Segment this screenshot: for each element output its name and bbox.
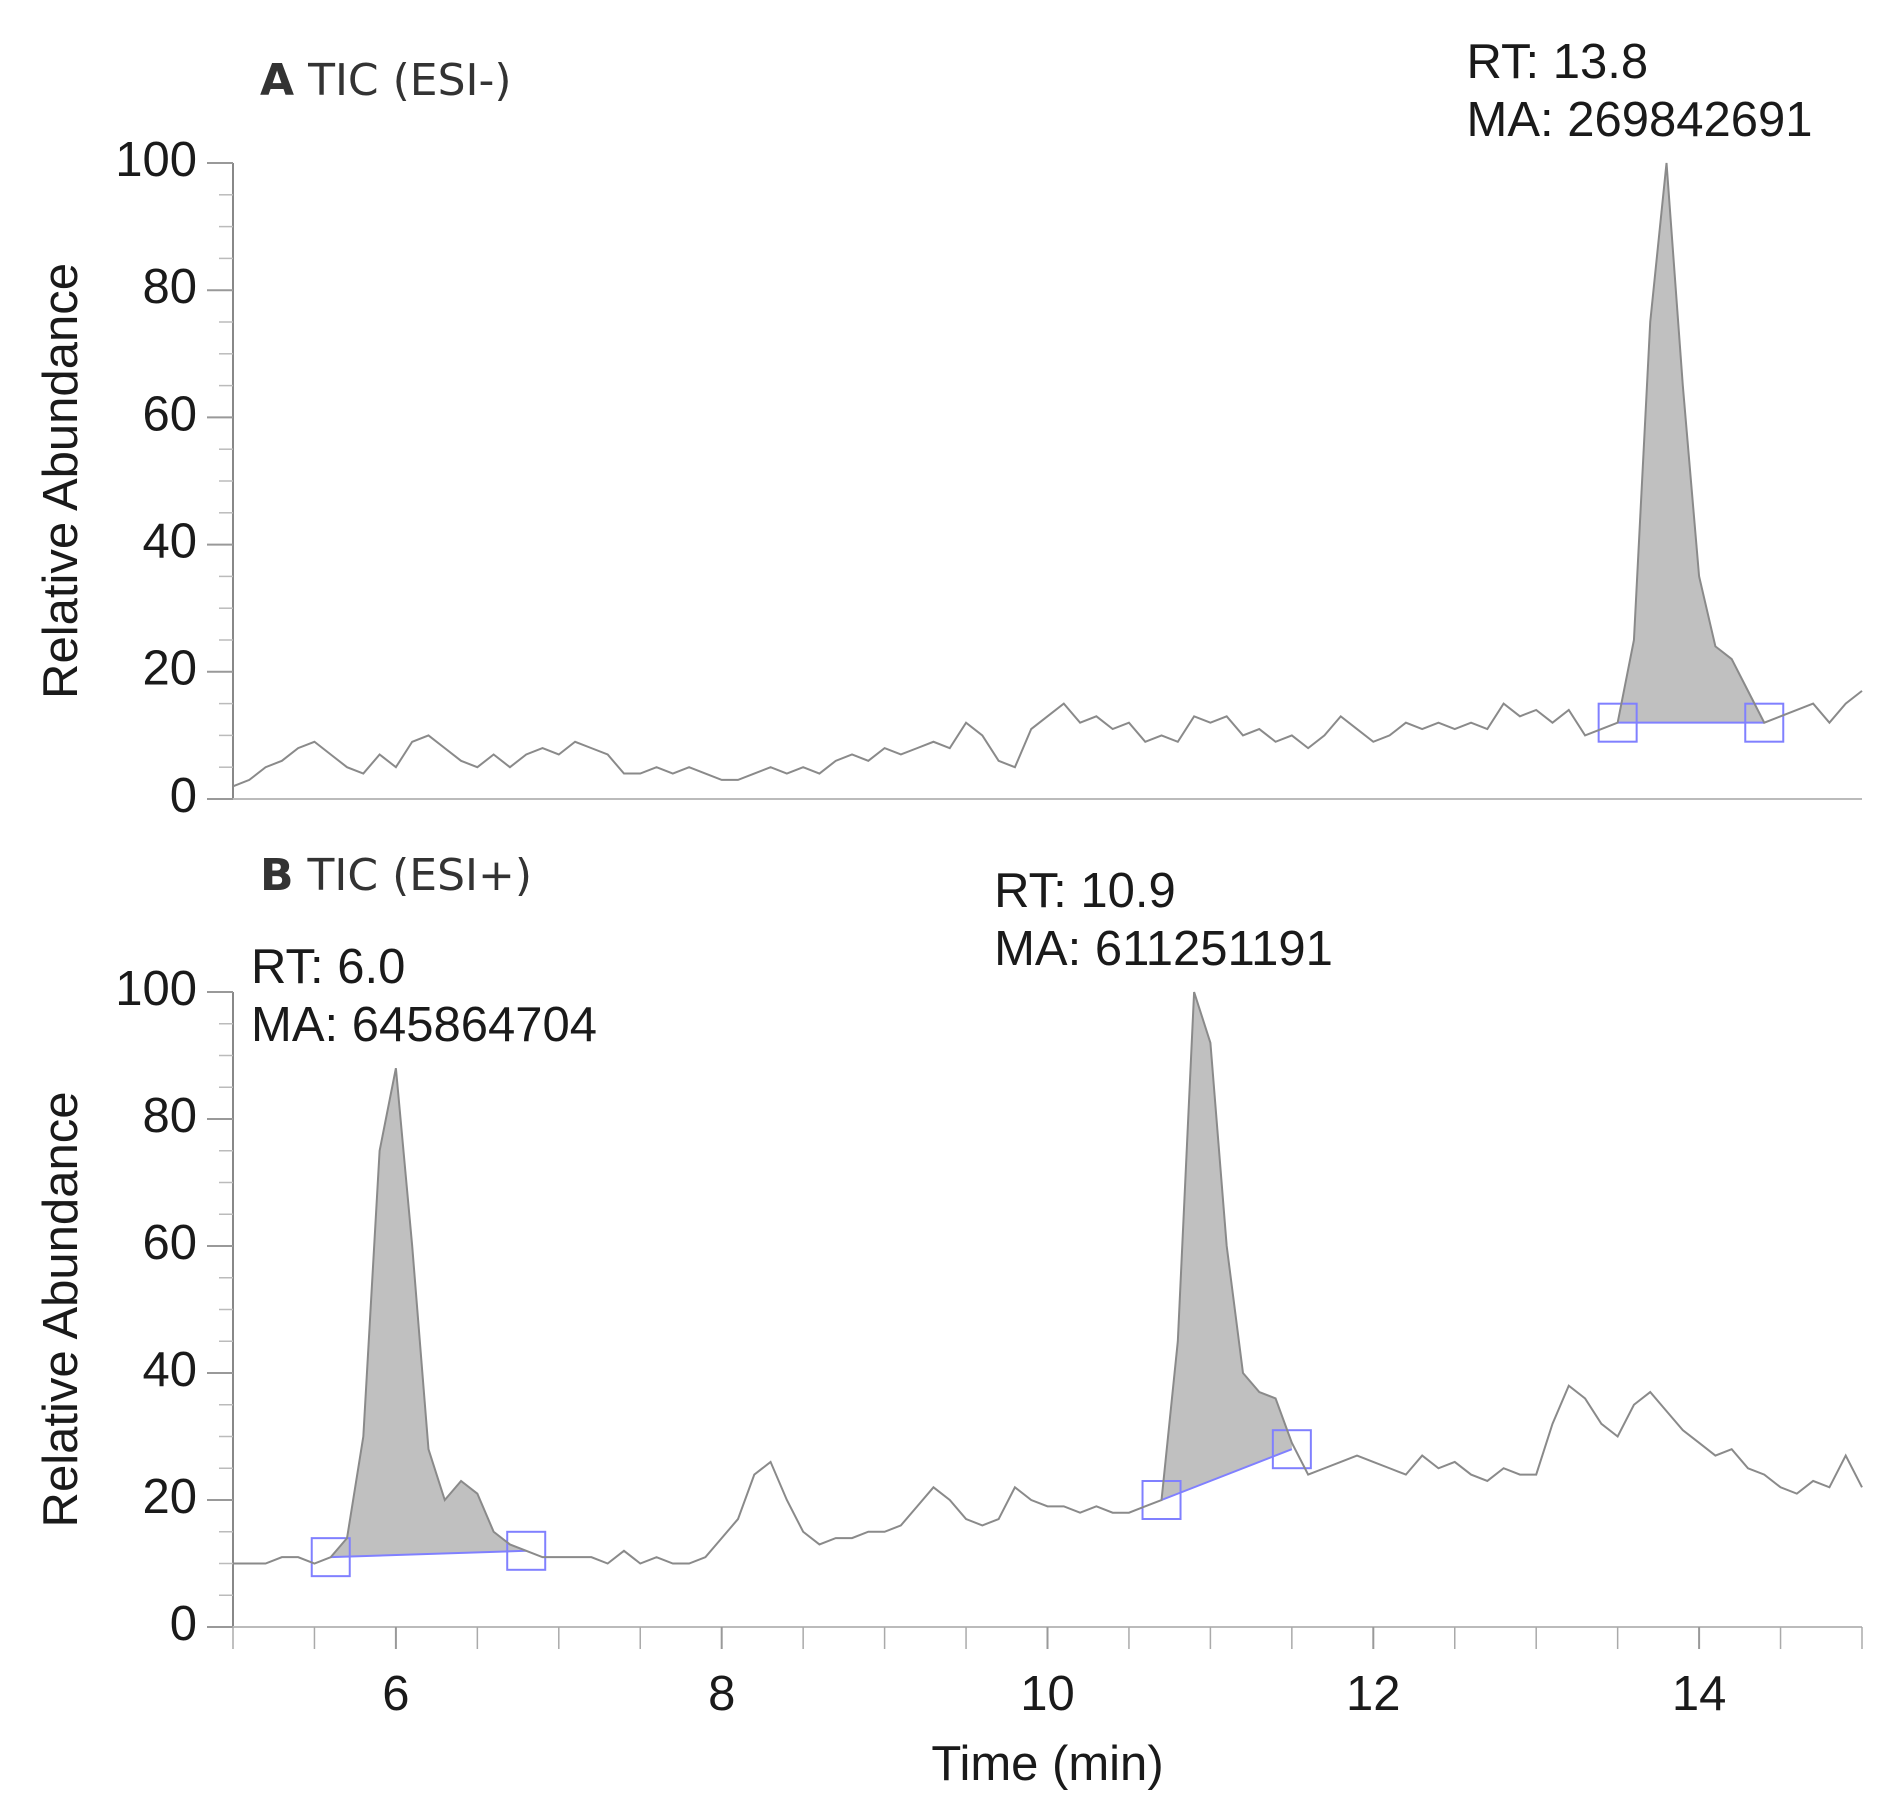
peak-area (330, 1068, 527, 1558)
x-tick-label: 14 (1672, 1667, 1727, 1721)
integration-marker (506, 1530, 547, 1571)
x-tick-label: 8 (708, 1667, 735, 1721)
y-tick-label: 20 (142, 1470, 197, 1524)
integration-marker (1141, 1480, 1182, 1520)
integration-marker (1744, 702, 1785, 743)
y-tick-label: 0 (170, 1597, 197, 1651)
trace (233, 991, 1863, 1565)
trace (232, 162, 1863, 788)
y-tick-label: 100 (115, 962, 197, 1016)
panel-letter: B (260, 850, 294, 901)
y-tick-label: 60 (142, 387, 197, 441)
peak-label-rt: RT: 13.8 (1467, 35, 1649, 89)
x-tick-label: 6 (382, 1667, 409, 1721)
integration-marker (1597, 702, 1638, 743)
peak-label-rt: RT: 6.0 (251, 940, 405, 994)
y-tick-label: 0 (170, 769, 197, 823)
peak-label-ma: MA: 269842691 (1467, 93, 1813, 147)
x-axis-label: Time (min) (931, 1737, 1163, 1791)
y-tick-label: 100 (115, 133, 197, 187)
panel-title: B TIC (ESI+) (260, 850, 532, 901)
peak-baseline (1161, 1448, 1293, 1501)
peak-label-ma: MA: 645864704 (251, 998, 597, 1052)
integration-marker (1271, 1429, 1312, 1470)
y-tick-label: 80 (142, 260, 197, 314)
peak-label-ma: MA: 611251191 (994, 922, 1333, 976)
panel-title: A TIC (ESI-) (260, 55, 512, 106)
y-tick-label: 60 (142, 1216, 197, 1270)
panel-name: TIC (ESI+) (307, 850, 532, 901)
x-tick-label: 10 (1020, 1667, 1075, 1721)
x-tick-label: 12 (1346, 1667, 1401, 1721)
y-tick-label: 40 (142, 515, 197, 569)
y-tick-label: 80 (142, 1089, 197, 1143)
panel-name: TIC (ESI-) (307, 55, 511, 106)
peak-baseline (330, 1549, 527, 1559)
peak-area (1617, 163, 1765, 723)
y-axis-label: Relative Abundance (34, 263, 88, 699)
panel-letter: A (260, 55, 294, 106)
y-axis-label: Relative Abundance (34, 1092, 88, 1528)
integration-marker (310, 1537, 351, 1578)
y-tick-label: 20 (142, 642, 197, 696)
peak-label-rt: RT: 10.9 (994, 864, 1176, 918)
y-tick-label: 40 (142, 1343, 197, 1397)
